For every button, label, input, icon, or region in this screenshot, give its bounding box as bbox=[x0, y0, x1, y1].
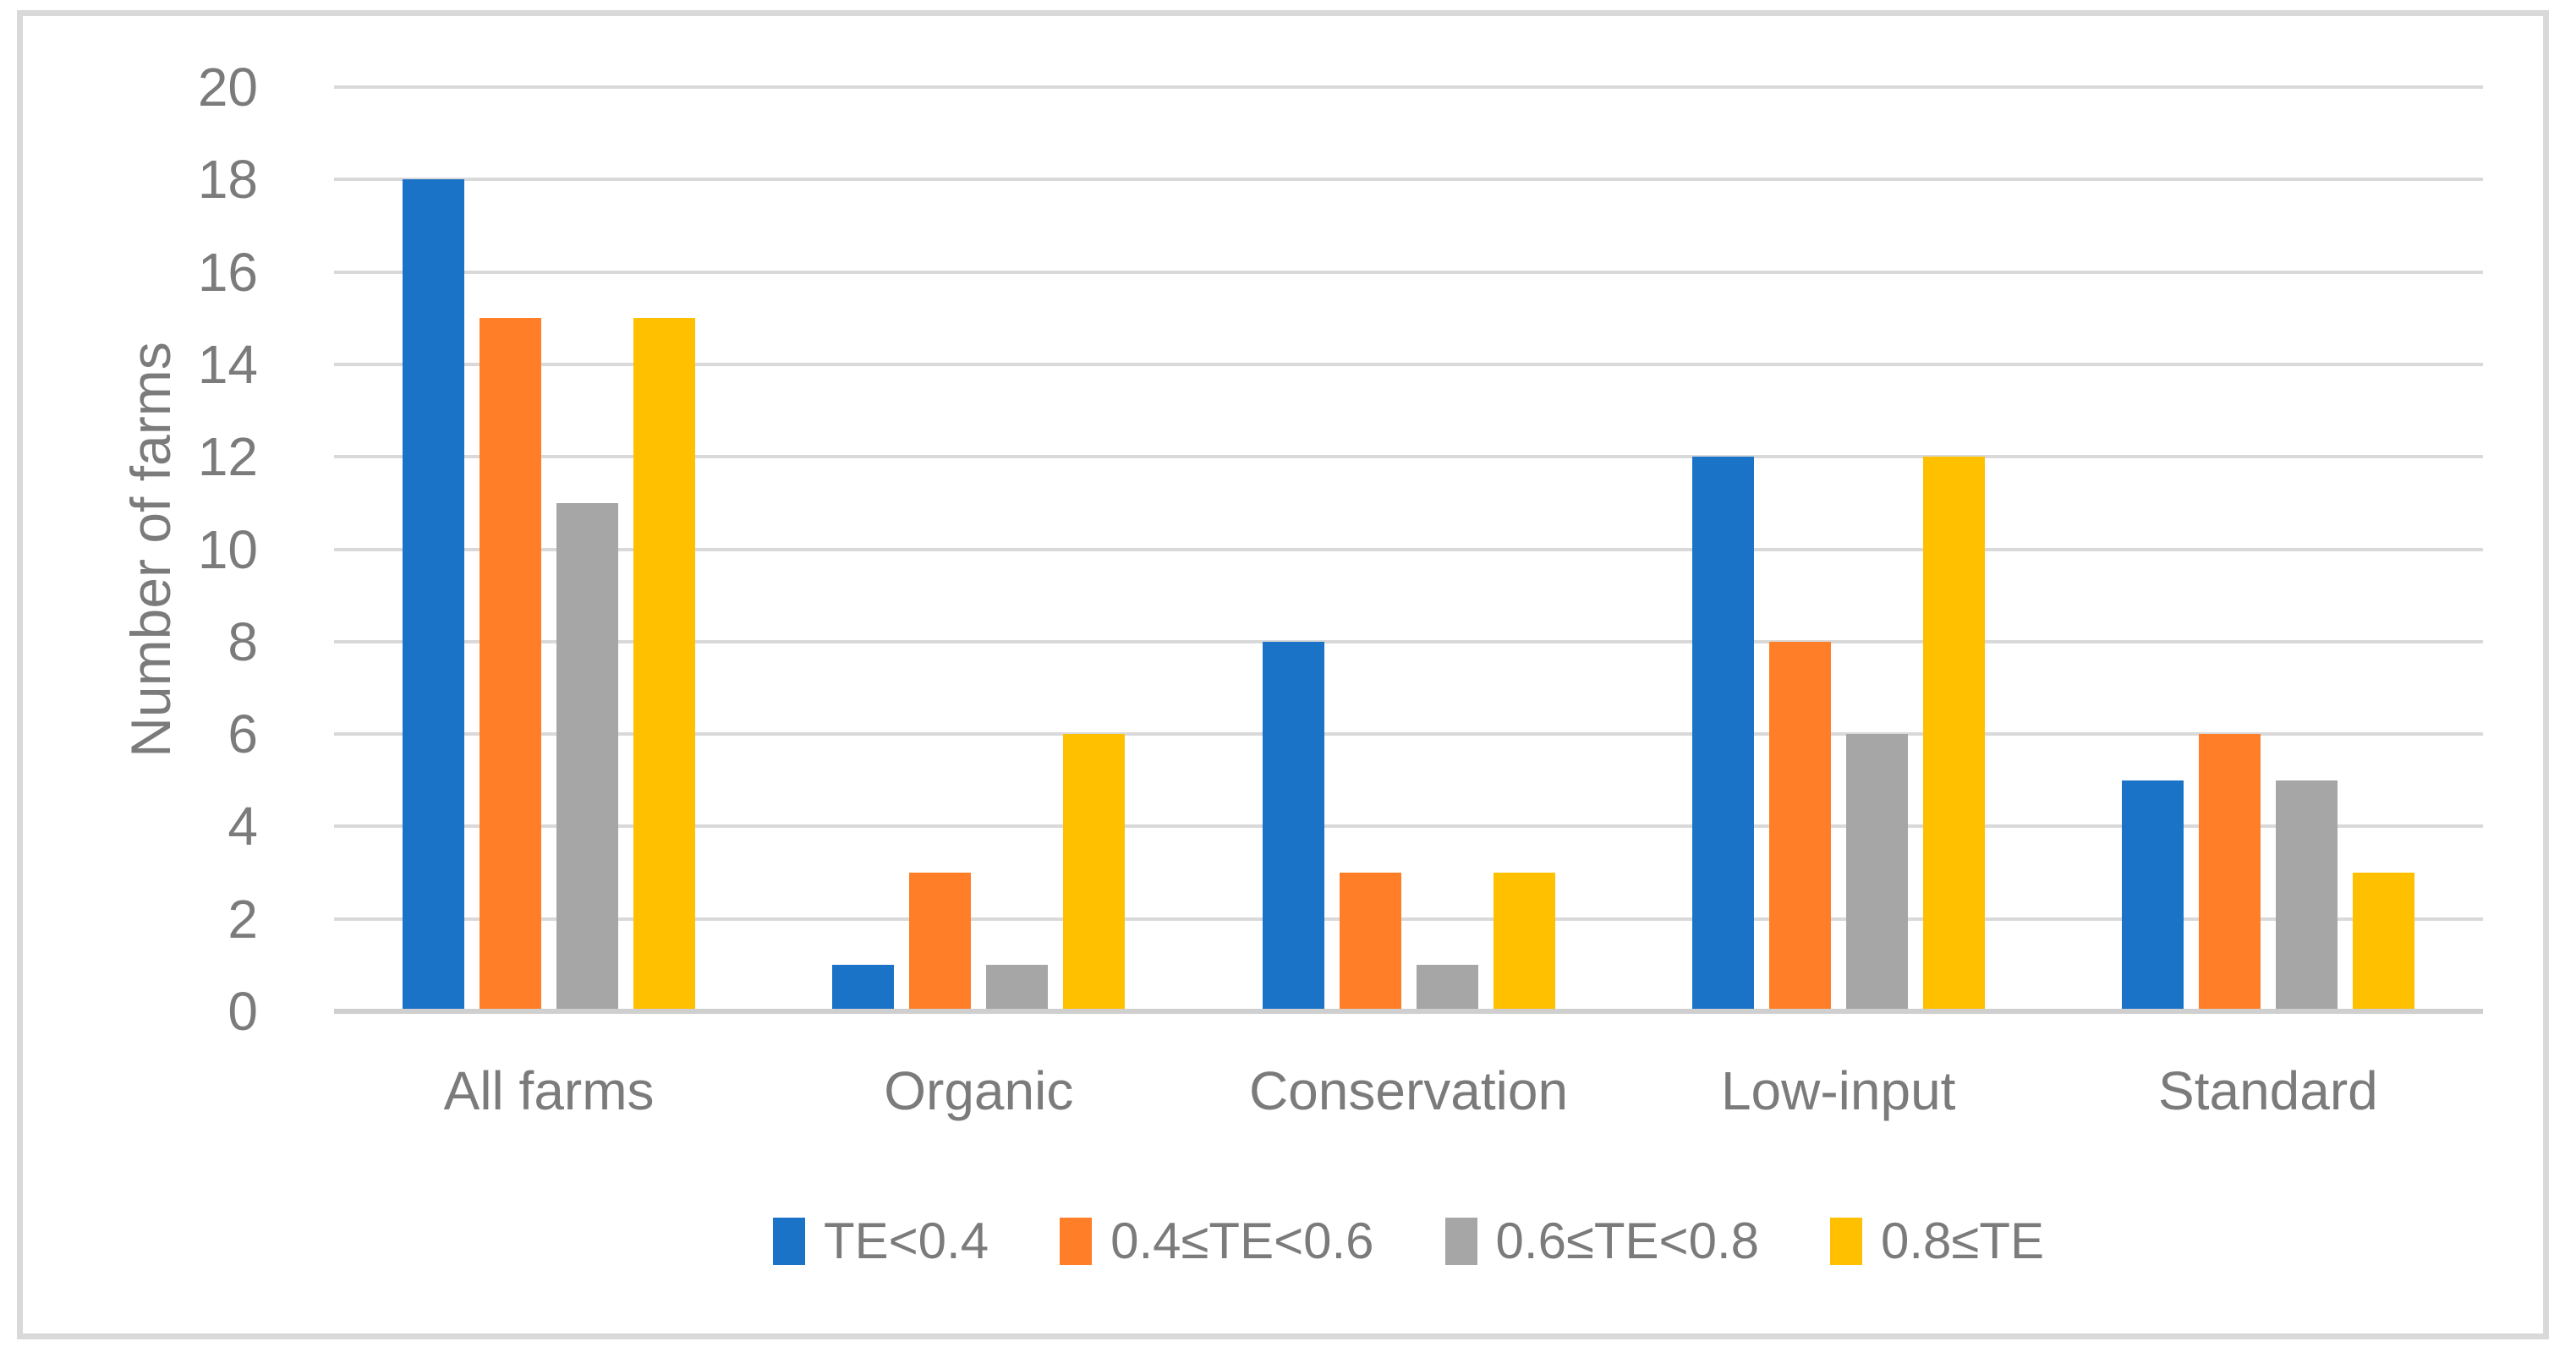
legend: TE<0.4 0.4≤TE<0.6 0.6≤TE<0.8 0.8≤TE bbox=[334, 1214, 2483, 1268]
legend-item-1: 0.4≤TE<0.6 bbox=[1060, 1213, 1374, 1269]
y-tick-label-12: 12 bbox=[197, 426, 258, 488]
legend-item-3: 0.8≤TE bbox=[1830, 1214, 2044, 1268]
bar-c3-s0 bbox=[1691, 457, 1754, 1009]
legend-label-0: TE<0.4 bbox=[823, 1213, 989, 1269]
bar-c4-s2 bbox=[2275, 780, 2338, 1009]
bar-c4-s0 bbox=[2121, 780, 2184, 1009]
bar-c0-s2 bbox=[556, 502, 619, 1009]
gridline-y2 bbox=[334, 917, 2483, 921]
y-tick-label-10: 10 bbox=[197, 518, 258, 580]
bar-c4-s1 bbox=[2198, 734, 2261, 1009]
y-tick-label-8: 8 bbox=[227, 611, 258, 672]
y-tick-label-16: 16 bbox=[197, 241, 258, 303]
bar-c2-s2 bbox=[1416, 965, 1478, 1009]
x-category-label-1: Organic bbox=[884, 1060, 1074, 1121]
gridline-y14 bbox=[334, 362, 2483, 366]
bar-c2-s0 bbox=[1262, 641, 1324, 1009]
bar-c0-s1 bbox=[480, 318, 542, 1009]
bar-c2-s1 bbox=[1339, 873, 1401, 1009]
bar-c1-s3 bbox=[1063, 734, 1126, 1009]
legend-item-2: 0.6≤TE<0.8 bbox=[1444, 1213, 1760, 1269]
y-tick-label-2: 2 bbox=[227, 888, 258, 950]
gridline-y12 bbox=[334, 455, 2483, 459]
bar-c4-s3 bbox=[2352, 873, 2414, 1009]
legend-label-3: 0.8≤TE bbox=[1881, 1213, 2045, 1269]
y-tick-label-4: 4 bbox=[227, 796, 258, 857]
x-category-label-4: Standard bbox=[2158, 1060, 2378, 1121]
gridline-y6 bbox=[334, 732, 2483, 736]
legend-swatch-3 bbox=[1830, 1218, 1863, 1265]
legend-swatch-1 bbox=[1060, 1218, 1093, 1265]
gridline-y10 bbox=[334, 547, 2483, 551]
legend-swatch-2 bbox=[1444, 1218, 1477, 1265]
y-tick-label-18: 18 bbox=[197, 149, 258, 211]
gridline-y18 bbox=[334, 178, 2483, 182]
gridline-y16 bbox=[334, 270, 2483, 274]
bar-c1-s0 bbox=[832, 965, 895, 1009]
bar-c0-s3 bbox=[633, 318, 696, 1009]
x-category-label-2: Conservation bbox=[1248, 1060, 1569, 1121]
bar-c1-s1 bbox=[909, 873, 972, 1009]
bar-c3-s2 bbox=[1845, 734, 1908, 1009]
y-tick-label-20: 20 bbox=[197, 57, 258, 118]
x-category-label-0: All farms bbox=[443, 1060, 655, 1121]
y-tick-label-14: 14 bbox=[197, 333, 258, 395]
legend-item-0: TE<0.4 bbox=[772, 1213, 989, 1269]
bar-c0-s0 bbox=[403, 179, 465, 1009]
gridline-y8 bbox=[334, 639, 2483, 643]
legend-swatch-0 bbox=[772, 1218, 805, 1265]
gridline-y20 bbox=[334, 85, 2483, 89]
gridline-y4 bbox=[334, 824, 2483, 829]
bar-c3-s1 bbox=[1768, 641, 1831, 1009]
legend-label-2: 0.6≤TE<0.8 bbox=[1495, 1213, 1760, 1269]
y-tick-label-6: 6 bbox=[227, 704, 258, 765]
bar-c1-s2 bbox=[986, 965, 1049, 1009]
legend-label-1: 0.4≤TE<0.6 bbox=[1110, 1213, 1374, 1269]
y-tick-label-0: 0 bbox=[227, 981, 258, 1042]
bar-c2-s3 bbox=[1493, 873, 1555, 1009]
x-category-label-3: Low-input bbox=[1720, 1060, 1956, 1121]
x-axis-line bbox=[334, 1009, 2483, 1014]
bar-c3-s3 bbox=[1922, 457, 1985, 1009]
